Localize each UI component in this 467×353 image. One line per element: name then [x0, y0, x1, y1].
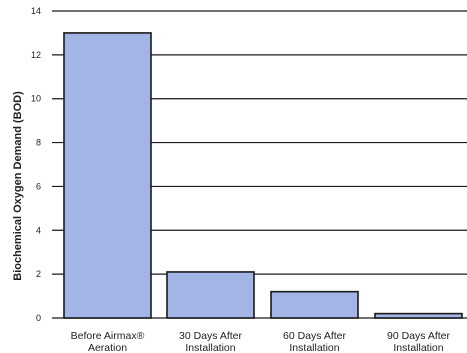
y-tick-label: 12 [31, 50, 41, 60]
x-category-label: 60 Days After Installation [283, 330, 347, 353]
bar-3 [270, 290, 359, 319]
bar-4 [374, 312, 463, 319]
x-category-label: 90 Days After Installation [387, 330, 451, 353]
y-tick-label: 8 [36, 138, 41, 148]
bar-1 [63, 32, 152, 319]
y-tick-label: 0 [36, 313, 41, 323]
y-tick-label: 2 [36, 269, 41, 279]
bar-2 [166, 271, 255, 319]
x-category-labels: Before Airmax® Aeration 30 Days After Insta… [71, 330, 451, 353]
y-axis-title: Biochemical Oxygen Demand (BOD) [12, 91, 24, 281]
y-tick-label: 6 [36, 181, 41, 191]
y-tick-label: 14 [31, 6, 41, 16]
y-tick-label: 4 [36, 225, 41, 235]
y-tick-labels: 0 2 4 6 8 10 12 14 [31, 6, 41, 323]
bars [63, 32, 463, 319]
y-tick-label: 10 [31, 94, 41, 104]
x-category-label: 30 Days After Installation [179, 330, 243, 353]
x-category-label: Before Airmax® Aeration [71, 330, 145, 353]
